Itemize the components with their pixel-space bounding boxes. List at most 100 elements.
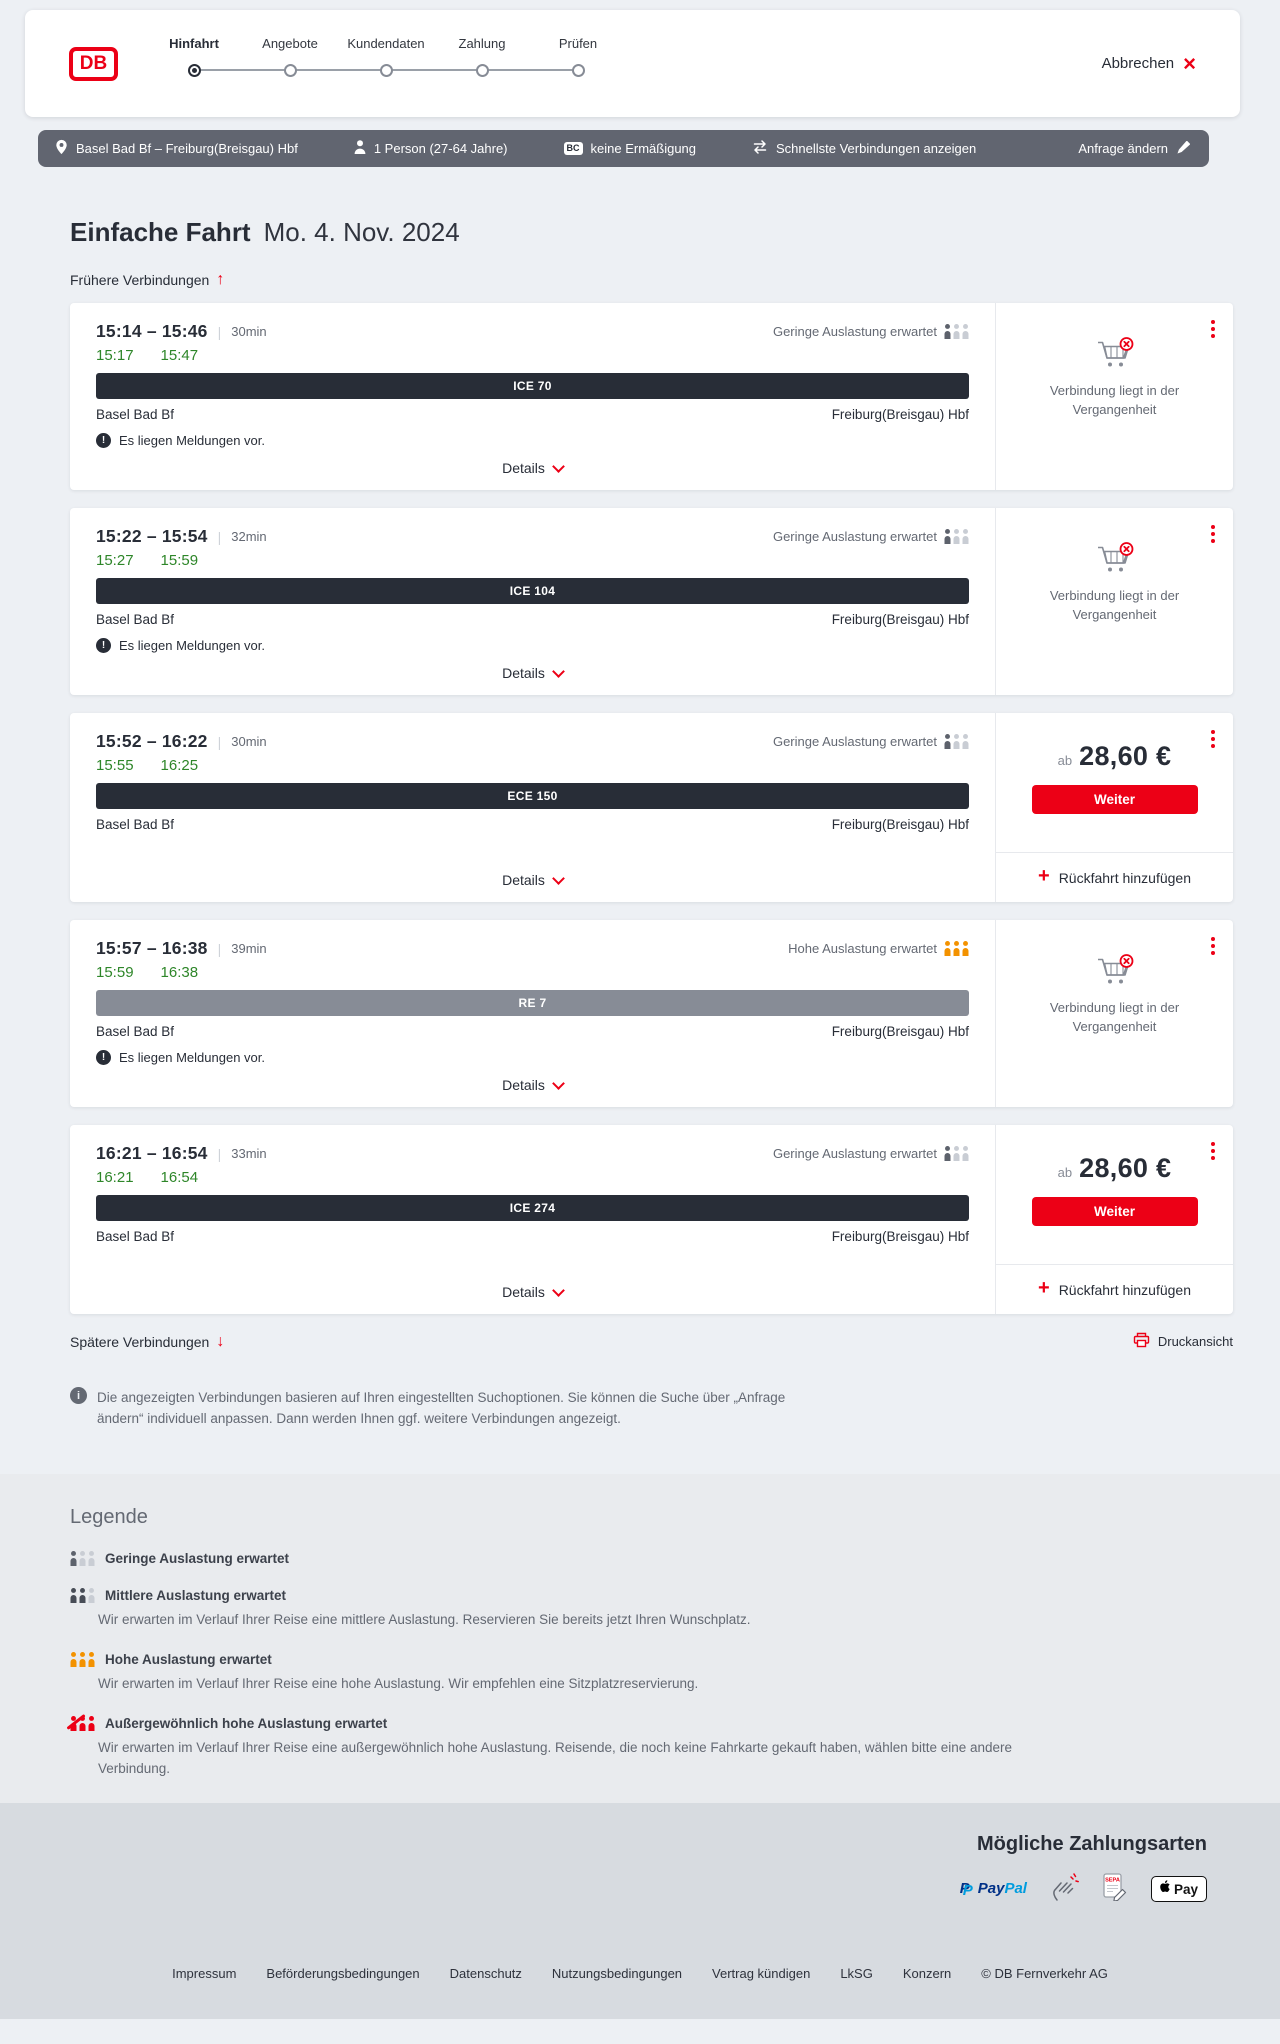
legend-item-head: Mittlere Auslastung erwartet bbox=[70, 1587, 1210, 1603]
menu-dot-icon bbox=[1211, 525, 1215, 529]
person-icon bbox=[354, 140, 366, 157]
train-label-bar: ECE 150 bbox=[96, 783, 969, 809]
destination-station: Freiburg(Breisgau) Hbf bbox=[831, 1024, 969, 1039]
duration-separator: | bbox=[217, 323, 222, 340]
realtime-times: 15:59 16:38 bbox=[96, 964, 969, 981]
menu-dot-icon bbox=[1211, 327, 1215, 331]
depart-time: 15:57 bbox=[96, 938, 142, 958]
menu-dot-icon bbox=[1211, 1149, 1215, 1153]
chevron-down-icon bbox=[552, 1283, 565, 1297]
price-prefix: ab bbox=[1057, 1165, 1073, 1180]
menu-dot-icon bbox=[1211, 944, 1215, 948]
travel-date: Mo. 4. Nov. 2024 bbox=[263, 217, 460, 247]
realtime-times: 15:17 15:47 bbox=[96, 347, 969, 364]
past-connection-info: Verbindung liegt in der Vergangenheit bbox=[996, 337, 1233, 420]
details-toggle[interactable]: Details bbox=[96, 664, 969, 681]
footer-link[interactable]: Datenschutz bbox=[449, 1965, 522, 1981]
past-connection-text: Verbindung liegt in der Vergangenheit bbox=[1049, 383, 1180, 417]
menu-dot-icon bbox=[1211, 937, 1215, 941]
step-dot-icon bbox=[475, 64, 489, 77]
continue-button[interactable]: Weiter bbox=[1031, 785, 1198, 814]
legend-item-description: Wir erwarten im Verlauf Ihrer Reise eine… bbox=[98, 1611, 751, 1627]
cart-unavailable-icon bbox=[1020, 337, 1209, 374]
details-toggle[interactable]: Details bbox=[96, 1076, 969, 1093]
details-toggle[interactable]: Details bbox=[96, 459, 969, 476]
connection-card: 15:22 – 15:54 | 32min Geringe Auslastung er… bbox=[70, 508, 1233, 695]
legend-item-head: Geringe Auslastung erwartet bbox=[70, 1550, 1210, 1566]
occupancy-text: Hohe Auslastung erwartet bbox=[788, 941, 937, 956]
destination-station: Freiburg(Breisgau) Hbf bbox=[831, 612, 969, 627]
connection-action-panel: Verbindung liegt in der Vergangenheit bbox=[995, 303, 1233, 490]
footer-link[interactable]: © DB Fernverkehr AG bbox=[981, 1965, 1108, 1981]
continue-button[interactable]: Weiter bbox=[1031, 1197, 1198, 1226]
details-toggle[interactable]: Details bbox=[96, 871, 969, 888]
stations-row: Basel Bad Bf Freiburg(Breisgau) Hbf bbox=[96, 1024, 969, 1039]
chevron-down-icon bbox=[552, 664, 565, 678]
footer-link[interactable]: Konzern bbox=[902, 1965, 952, 1981]
add-return-trip-label: Rückfahrt hinzufügen bbox=[1058, 1281, 1191, 1298]
more-options-menu[interactable] bbox=[1208, 934, 1218, 958]
page-title: Einfache Fahrt bbox=[70, 217, 251, 247]
footer-link[interactable]: Nutzungsbedingungen bbox=[551, 1965, 683, 1981]
occupancy-indicator: Geringe Auslastung erwartet bbox=[773, 1146, 969, 1161]
earlier-connections-link[interactable]: Frühere Verbindungen ↑ bbox=[70, 271, 225, 289]
origin-station: Basel Bad Bf bbox=[96, 612, 175, 627]
times-row: 15:57 – 16:38 | 39min Hohe Auslastung erwar… bbox=[96, 938, 969, 959]
step-dot-icon bbox=[379, 64, 393, 77]
apple-icon bbox=[1160, 1880, 1171, 1898]
realtime-arrive: 16:25 bbox=[160, 757, 199, 774]
connection-action-panel: ab 28,60 € Weiter + Rückfahrt hinzufügen bbox=[995, 1125, 1233, 1314]
origin-station: Basel Bad Bf bbox=[96, 1229, 175, 1244]
duration: 32min bbox=[231, 529, 267, 544]
time-dash: – bbox=[141, 1143, 162, 1163]
duration: 33min bbox=[231, 1146, 267, 1161]
footer-link[interactable]: Beförderungsbedingungen bbox=[266, 1965, 420, 1981]
print-view-button[interactable]: Druckansicht bbox=[1133, 1332, 1233, 1351]
destination-station: Freiburg(Breisgau) Hbf bbox=[831, 817, 969, 832]
db-logo[interactable]: DB bbox=[69, 46, 118, 81]
add-return-trip-button[interactable]: + Rückfahrt hinzufügen bbox=[996, 1265, 1233, 1314]
footer-link[interactable]: Impressum bbox=[172, 1965, 237, 1981]
fastest-connections-toggle[interactable]: Schnellste Verbindungen anzeigen bbox=[752, 140, 976, 157]
info-text: Die angezeigten Verbindungen basieren au… bbox=[97, 1390, 786, 1426]
paypal-logo: P P PayPal bbox=[959, 1880, 1027, 1900]
add-return-trip-button[interactable]: + Rückfahrt hinzufügen bbox=[996, 853, 1233, 902]
realtime-arrive: 15:59 bbox=[160, 552, 199, 569]
passenger-summary: 1 Person (27-64 Jahre) bbox=[354, 140, 508, 157]
occupancy-low-icon bbox=[944, 1146, 969, 1161]
notice-row: ! Es liegen Meldungen vor. bbox=[96, 433, 969, 448]
results-footer-row: Spätere Verbindungen ↓ Druckansicht bbox=[70, 1332, 1233, 1351]
details-toggle[interactable]: Details bbox=[96, 1283, 969, 1300]
info-note: i Die angezeigten Verbindungen basieren … bbox=[70, 1387, 1233, 1430]
price-value: 28,60 € bbox=[1079, 1153, 1172, 1183]
menu-dot-icon bbox=[1211, 1142, 1215, 1146]
occupancy-indicator: Geringe Auslastung erwartet bbox=[773, 324, 969, 339]
more-options-menu[interactable] bbox=[1208, 522, 1218, 546]
step-dot-icon bbox=[283, 64, 297, 77]
price-area: ab 28,60 € Weiter bbox=[996, 1125, 1233, 1264]
train-label-bar: RE 7 bbox=[96, 990, 969, 1016]
more-options-menu[interactable] bbox=[1208, 727, 1218, 751]
duration-separator: | bbox=[217, 733, 222, 750]
more-options-menu[interactable] bbox=[1208, 317, 1218, 341]
occupancy-low-icon bbox=[70, 1550, 95, 1566]
occupancy-text: Geringe Auslastung erwartet bbox=[772, 734, 937, 749]
later-connections-link[interactable]: Spätere Verbindungen ↓ bbox=[70, 1333, 224, 1350]
edit-search-button[interactable]: Anfrage ändern bbox=[1078, 140, 1190, 157]
depart-time: 16:21 bbox=[96, 1143, 142, 1163]
footer-link[interactable]: Vertrag kündigen bbox=[712, 1965, 811, 1981]
occupancy-low-icon bbox=[944, 324, 969, 339]
cancel-button[interactable]: Abbrechen × bbox=[1102, 52, 1196, 75]
add-return-trip-label: Rückfahrt hinzufügen bbox=[1058, 869, 1191, 886]
footer-link[interactable]: LkSG bbox=[840, 1965, 873, 1981]
times-row: 16:21 – 16:54 | 33min Geringe Auslastung er… bbox=[96, 1143, 969, 1164]
price-area: ab 28,60 € Weiter bbox=[996, 713, 1233, 852]
details-label: Details bbox=[502, 872, 545, 888]
checkout-stepper: Hinfahrt Angebote Kundendaten Zahlung Prüfen bbox=[146, 10, 628, 117]
arrow-up-icon: ↑ bbox=[216, 271, 225, 288]
times-row: 15:14 – 15:46 | 30min Geringe Auslastung er… bbox=[96, 321, 969, 342]
realtime-times: 15:55 16:25 bbox=[96, 757, 969, 774]
more-options-menu[interactable] bbox=[1208, 1139, 1218, 1163]
arrive-time: 16:54 bbox=[161, 1143, 208, 1163]
